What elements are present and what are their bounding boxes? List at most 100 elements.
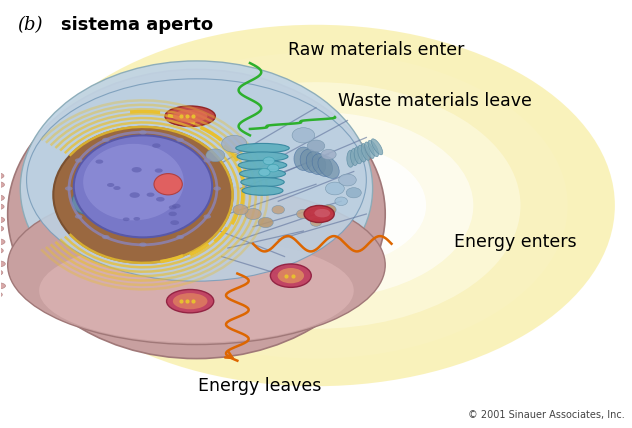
Ellipse shape <box>75 158 82 163</box>
Ellipse shape <box>165 106 216 126</box>
Ellipse shape <box>102 235 109 239</box>
Ellipse shape <box>170 220 179 225</box>
Ellipse shape <box>233 205 248 215</box>
Ellipse shape <box>167 289 214 313</box>
Ellipse shape <box>83 144 184 220</box>
Ellipse shape <box>204 214 211 219</box>
Ellipse shape <box>53 127 233 263</box>
Ellipse shape <box>139 243 147 247</box>
Ellipse shape <box>65 186 73 190</box>
Text: Energy leaves: Energy leaves <box>198 377 321 395</box>
Ellipse shape <box>315 209 330 217</box>
Ellipse shape <box>0 203 4 210</box>
Ellipse shape <box>102 138 109 142</box>
Text: Energy enters: Energy enters <box>454 233 577 251</box>
Ellipse shape <box>241 178 284 187</box>
Ellipse shape <box>335 197 348 205</box>
Ellipse shape <box>325 182 344 195</box>
Ellipse shape <box>0 172 4 179</box>
Ellipse shape <box>0 239 5 245</box>
Ellipse shape <box>152 143 161 148</box>
Ellipse shape <box>321 205 336 215</box>
Text: (b): (b) <box>17 16 42 34</box>
Ellipse shape <box>0 226 4 232</box>
Text: sistema aperto: sistema aperto <box>61 16 213 34</box>
Ellipse shape <box>307 152 325 175</box>
Ellipse shape <box>8 69 386 359</box>
Ellipse shape <box>270 264 312 287</box>
Ellipse shape <box>263 157 274 165</box>
Ellipse shape <box>258 169 270 176</box>
Ellipse shape <box>0 217 4 223</box>
Ellipse shape <box>111 82 521 329</box>
Ellipse shape <box>206 142 426 269</box>
Ellipse shape <box>131 167 142 172</box>
Ellipse shape <box>130 192 140 198</box>
Ellipse shape <box>214 186 221 190</box>
Ellipse shape <box>154 174 182 195</box>
Ellipse shape <box>95 160 103 164</box>
Ellipse shape <box>173 293 207 309</box>
Ellipse shape <box>169 211 177 216</box>
Ellipse shape <box>237 152 288 161</box>
Ellipse shape <box>113 186 121 190</box>
Ellipse shape <box>64 52 568 359</box>
Ellipse shape <box>206 149 225 162</box>
Ellipse shape <box>304 205 334 223</box>
Ellipse shape <box>172 204 181 208</box>
Ellipse shape <box>107 183 114 187</box>
Ellipse shape <box>133 217 140 220</box>
Ellipse shape <box>123 217 130 221</box>
Ellipse shape <box>0 261 5 267</box>
Ellipse shape <box>240 169 286 178</box>
Ellipse shape <box>372 139 383 155</box>
Ellipse shape <box>0 270 3 276</box>
Ellipse shape <box>242 186 283 195</box>
Ellipse shape <box>245 208 261 220</box>
Ellipse shape <box>351 149 358 166</box>
Ellipse shape <box>346 187 362 198</box>
Ellipse shape <box>155 169 162 173</box>
Text: © 2001 Sinauer Associates, Inc.: © 2001 Sinauer Associates, Inc. <box>468 410 624 420</box>
Ellipse shape <box>222 135 246 152</box>
Ellipse shape <box>238 160 287 170</box>
Ellipse shape <box>139 130 147 134</box>
Ellipse shape <box>72 188 100 214</box>
Ellipse shape <box>296 209 310 219</box>
Ellipse shape <box>159 112 473 299</box>
Ellipse shape <box>294 147 313 170</box>
Ellipse shape <box>156 197 165 202</box>
Ellipse shape <box>321 149 336 160</box>
Text: Raw materials enter: Raw materials enter <box>288 41 464 59</box>
Ellipse shape <box>75 214 82 219</box>
Ellipse shape <box>347 150 355 167</box>
Ellipse shape <box>169 205 177 210</box>
Ellipse shape <box>267 164 279 172</box>
Ellipse shape <box>39 238 354 342</box>
Ellipse shape <box>300 149 319 172</box>
Ellipse shape <box>176 138 184 142</box>
Ellipse shape <box>292 128 315 143</box>
Ellipse shape <box>236 143 289 153</box>
Ellipse shape <box>310 219 322 226</box>
Ellipse shape <box>358 145 366 162</box>
Ellipse shape <box>365 142 374 158</box>
Ellipse shape <box>173 110 207 122</box>
Ellipse shape <box>0 291 3 298</box>
Ellipse shape <box>272 205 284 214</box>
Ellipse shape <box>74 135 212 238</box>
Ellipse shape <box>318 156 339 178</box>
Ellipse shape <box>368 140 379 157</box>
Ellipse shape <box>8 185 386 345</box>
Ellipse shape <box>176 235 184 239</box>
Ellipse shape <box>0 181 4 188</box>
Ellipse shape <box>17 25 615 386</box>
Ellipse shape <box>307 140 325 152</box>
Ellipse shape <box>0 247 3 254</box>
Ellipse shape <box>147 193 154 197</box>
Ellipse shape <box>204 158 211 163</box>
Ellipse shape <box>20 61 373 316</box>
Text: Waste materials leave: Waste materials leave <box>338 92 532 110</box>
Ellipse shape <box>354 147 362 164</box>
Ellipse shape <box>312 154 332 176</box>
